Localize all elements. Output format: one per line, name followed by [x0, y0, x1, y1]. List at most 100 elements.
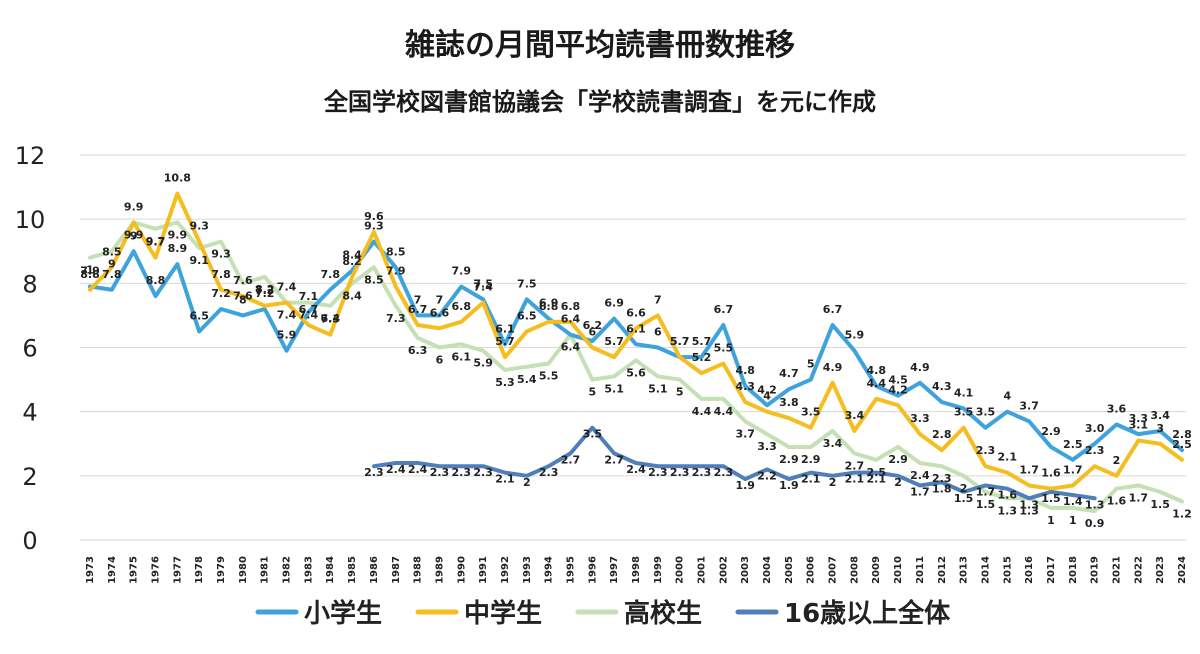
data-label: 9.6: [364, 210, 384, 223]
data-label: 2.3: [539, 466, 559, 479]
data-label: 6: [588, 326, 596, 339]
x-tick-label: 1989: [434, 556, 445, 584]
data-label: 2: [829, 476, 837, 489]
data-label: 1.5: [1150, 498, 1170, 511]
y-tick-label: 6: [22, 335, 37, 363]
data-label: 2.5: [866, 466, 886, 479]
data-label: 6.1: [452, 350, 472, 363]
data-label: 7: [436, 293, 444, 306]
data-label: 8.5: [364, 273, 384, 286]
x-tick-label: 1996: [587, 556, 598, 584]
legend-label: 16歳以上全体: [784, 598, 951, 629]
data-label: 2.3: [976, 444, 996, 457]
data-label: 1.7: [1063, 463, 1083, 476]
data-label: 7.3: [320, 313, 340, 326]
data-label: 1.6: [998, 489, 1018, 502]
data-label: 2.1: [866, 473, 886, 486]
data-label: 4.5: [888, 374, 908, 387]
data-label: 7.6: [233, 274, 253, 287]
data-label: 5.1: [604, 382, 624, 395]
data-label: 3.3: [910, 412, 930, 425]
x-tick-label: 1985: [347, 556, 358, 584]
y-tick-label: 4: [22, 399, 37, 427]
data-label: 4.9: [823, 361, 843, 374]
data-label: 3.0: [1085, 422, 1105, 435]
data-label: 1.8: [932, 482, 952, 495]
data-label: 2.7: [561, 453, 581, 466]
data-label: 2.8: [1172, 428, 1192, 441]
data-label: 8.8: [146, 274, 166, 287]
y-tick-label: 12: [15, 142, 46, 170]
data-label: 1.3: [998, 504, 1018, 517]
data-label: 8.8: [80, 268, 100, 281]
data-label: 5.7: [670, 335, 690, 348]
x-tick-label: 1990: [456, 556, 467, 584]
data-label: 2.3: [452, 466, 472, 479]
data-label: 6.6: [626, 306, 646, 319]
data-label: 9: [130, 229, 138, 242]
data-label: 1: [86, 264, 94, 277]
data-label: 6.8: [561, 300, 581, 313]
data-label: 4: [763, 390, 771, 403]
data-label: 9.3: [211, 248, 231, 261]
data-label: 7: [654, 293, 662, 306]
data-label: 7.9: [452, 265, 472, 278]
x-tick-label: 2007: [828, 556, 839, 584]
data-label: 1: [1047, 514, 1055, 527]
x-tick-label: 1984: [325, 556, 336, 584]
series-line-1: [88, 191, 1184, 491]
y-tick-label: 2: [22, 463, 37, 491]
legend-label: 中学生: [464, 598, 542, 629]
x-tick-label: 2012: [937, 556, 948, 584]
x-tick-label: 1991: [478, 556, 489, 584]
data-label: 4.9: [910, 361, 930, 374]
data-label: 5.9: [473, 357, 493, 370]
data-label: 4.4: [714, 405, 734, 418]
y-tick-label: 0: [22, 527, 37, 555]
data-label: 3.5: [954, 406, 974, 419]
data-label: 8.2: [255, 283, 275, 296]
data-label: 7.5: [517, 277, 537, 290]
series-line-0: [88, 239, 1184, 462]
data-label: 7.4: [473, 281, 493, 294]
data-label: 7.3: [255, 284, 275, 297]
data-label: 7.9: [386, 265, 406, 278]
data-label: 6.3: [408, 344, 428, 357]
data-label: 6.9: [604, 297, 624, 310]
data-label: 6.4: [561, 313, 581, 326]
data-label: 8.4: [342, 289, 362, 302]
data-label: 7.4: [277, 281, 297, 294]
data-label: 7.2: [255, 287, 275, 300]
data-label: 6.8: [452, 300, 472, 313]
data-label: 2.9: [888, 453, 908, 466]
data-label: 5.7: [692, 335, 712, 348]
data-label: 1.3: [1085, 498, 1105, 511]
data-label: 3.7: [735, 427, 755, 440]
data-label: 5.9: [277, 329, 297, 342]
data-label: 2.1: [845, 473, 865, 486]
x-tick-label: 2017: [1046, 556, 1057, 584]
legend-label: 高校生: [624, 598, 702, 629]
data-label: 9.7: [146, 235, 166, 248]
data-label: 6.9: [539, 297, 559, 310]
data-label: 1.3: [1019, 504, 1039, 517]
x-tick-label: 2016: [1024, 556, 1035, 584]
x-tick-label: 2006: [806, 556, 817, 584]
chart-subtitle: 全国学校図書館協議会「学校読書調査」を元に作成: [323, 88, 876, 116]
x-tick-label: 1983: [303, 556, 314, 584]
x-tick-label: 2001: [697, 556, 708, 584]
data-label: 6: [654, 326, 662, 339]
data-label: 7.8: [102, 268, 122, 281]
x-tick-label: 2008: [849, 556, 860, 584]
x-tick-label: 2009: [871, 556, 882, 584]
data-label: 9.7: [146, 236, 166, 249]
data-label: 1.6: [1041, 467, 1061, 480]
x-tick-label: 2005: [784, 556, 795, 584]
x-tick-label: 1974: [107, 556, 118, 584]
x-axis: 1973 1974 1975 1976 1977 1978 1979 1980 1981 1982…: [85, 556, 1188, 584]
data-label: 2.5: [1172, 438, 1192, 451]
data-label: 2.3: [670, 466, 690, 479]
y-tick-label: 8: [22, 270, 37, 298]
data-label: 5.4: [517, 373, 537, 386]
